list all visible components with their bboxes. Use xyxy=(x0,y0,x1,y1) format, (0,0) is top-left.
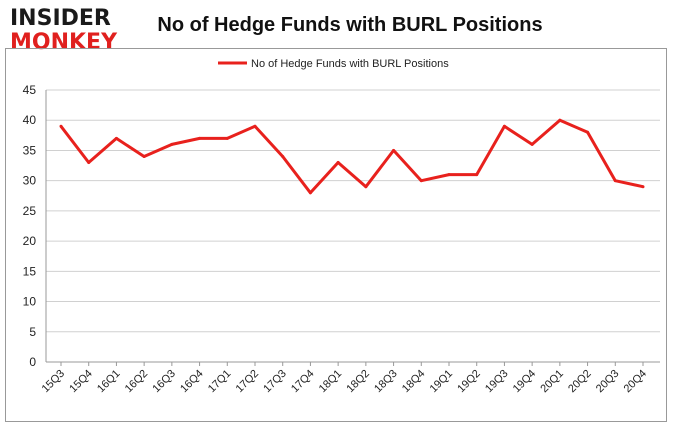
data-point-20Q2 xyxy=(586,130,590,134)
y-tick-labels: 0 5 10 15 20 25 30 35 40 45 xyxy=(23,83,37,369)
data-point-17Q2 xyxy=(253,124,257,128)
y-tick-label-30: 30 xyxy=(23,174,37,188)
series-lines xyxy=(59,118,645,195)
grid-lines xyxy=(46,89,660,333)
x-tick-labels: 15Q3 15Q4 16Q1 16Q2 16Q3 16Q4 17Q1 17Q2 17Q3 17Q4… xyxy=(40,368,650,396)
data-point-17Q4 xyxy=(308,191,312,195)
y-tick-label-15: 15 xyxy=(23,264,37,278)
x-tick-label-15Q4: 15Q4 xyxy=(67,368,95,396)
data-point-20Q4 xyxy=(641,185,645,189)
data-point-16Q3 xyxy=(170,142,174,146)
series-line-0 xyxy=(59,118,644,195)
x-tick-label-16Q4: 16Q4 xyxy=(178,368,206,396)
x-tick-label-15Q3: 15Q3 xyxy=(40,368,68,396)
x-tick-label-20Q2: 20Q2 xyxy=(566,368,594,396)
x-tick-label-20Q4: 20Q4 xyxy=(622,368,650,396)
y-tick-label-25: 25 xyxy=(23,204,37,218)
data-point-18Q2 xyxy=(364,185,368,189)
data-point-19Q4 xyxy=(530,142,534,146)
data-point-15Q4 xyxy=(87,161,91,165)
x-tick-label-20Q3: 20Q3 xyxy=(594,368,622,396)
x-tick-label-19Q3: 19Q3 xyxy=(483,368,511,396)
y-tick-label-5: 5 xyxy=(29,325,36,339)
x-tick-label-17Q1: 17Q1 xyxy=(206,368,234,396)
data-point-17Q3 xyxy=(281,154,285,158)
insider-monkey-logo: INSIDER MONKEY xyxy=(8,4,128,55)
y-tick-label-40: 40 xyxy=(23,113,37,127)
legend: No of Hedge Funds with BURL Positions xyxy=(218,58,449,70)
chart-title: No of Hedge Funds with BURL Positions xyxy=(157,14,543,36)
x-tick-label-18Q1: 18Q1 xyxy=(317,368,345,396)
data-point-19Q1 xyxy=(447,173,451,177)
data-point-17Q1 xyxy=(225,136,229,140)
y-tick-label-0: 0 xyxy=(29,355,36,369)
logo-line-1: INSIDER xyxy=(10,6,111,31)
data-point-18Q4 xyxy=(419,179,423,183)
legend-label: No of Hedge Funds with BURL Positions xyxy=(251,58,449,70)
data-point-15Q3 xyxy=(59,124,63,128)
x-tick-label-18Q3: 18Q3 xyxy=(372,368,400,396)
logo-line-2: MONKEY xyxy=(10,30,118,55)
data-point-18Q3 xyxy=(392,148,396,152)
x-tick-label-17Q4: 17Q4 xyxy=(289,368,317,396)
x-tick-label-18Q4: 18Q4 xyxy=(400,368,428,396)
data-point-19Q2 xyxy=(475,173,479,177)
x-tick-label-19Q2: 19Q2 xyxy=(455,368,483,396)
x-tick-label-16Q1: 16Q1 xyxy=(95,368,123,396)
x-tick-label-18Q2: 18Q2 xyxy=(344,368,372,396)
axes xyxy=(45,90,660,366)
y-tick-label-10: 10 xyxy=(23,295,37,309)
y-tick-label-35: 35 xyxy=(23,143,37,157)
data-point-16Q1 xyxy=(114,136,118,140)
data-point-18Q1 xyxy=(336,161,340,165)
data-point-19Q3 xyxy=(502,124,506,128)
y-tick-label-20: 20 xyxy=(23,234,37,248)
x-tick-label-19Q4: 19Q4 xyxy=(511,368,539,396)
x-tick-label-20Q1: 20Q1 xyxy=(538,368,566,396)
x-tick-label-19Q1: 19Q1 xyxy=(428,368,456,396)
x-tick-label-16Q2: 16Q2 xyxy=(123,368,151,396)
chart-frame xyxy=(5,48,667,422)
y-tick-label-45: 45 xyxy=(23,83,37,97)
x-tick-label-17Q2: 17Q2 xyxy=(234,368,262,396)
data-point-16Q2 xyxy=(142,154,146,158)
data-point-20Q3 xyxy=(613,179,617,183)
data-point-16Q4 xyxy=(198,136,202,140)
x-tick-label-16Q3: 16Q3 xyxy=(150,368,178,396)
x-tick-label-17Q3: 17Q3 xyxy=(261,368,289,396)
data-point-20Q1 xyxy=(558,118,562,122)
